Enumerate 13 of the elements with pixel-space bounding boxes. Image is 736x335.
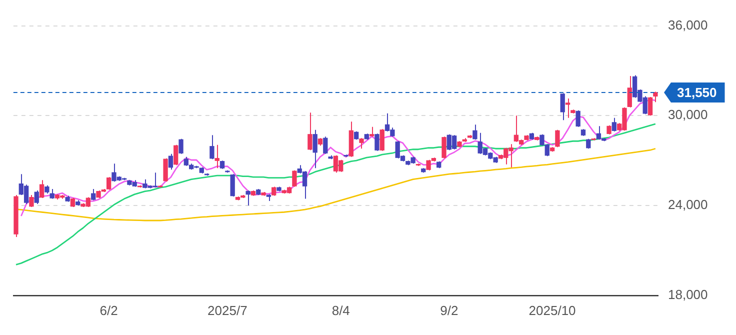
x-tick-label: 6/2 xyxy=(100,302,118,318)
y-tick-label: 24,000 xyxy=(668,197,708,212)
x-tick-label: 2025/7 xyxy=(208,302,248,318)
y-tick-label: 36,000 xyxy=(668,17,708,32)
candlestick xyxy=(591,138,596,141)
candlestick xyxy=(344,154,348,158)
y-tick-label: 30,000 xyxy=(668,107,708,122)
candlestick xyxy=(276,186,282,192)
ref-line-label: 31,550 xyxy=(677,85,717,100)
x-tick-label: 8/4 xyxy=(332,302,350,318)
x-tick-label: 2025/10 xyxy=(528,302,576,318)
x-tick-label: 9/2 xyxy=(440,302,458,318)
y-tick-label: 18,000 xyxy=(668,286,708,302)
